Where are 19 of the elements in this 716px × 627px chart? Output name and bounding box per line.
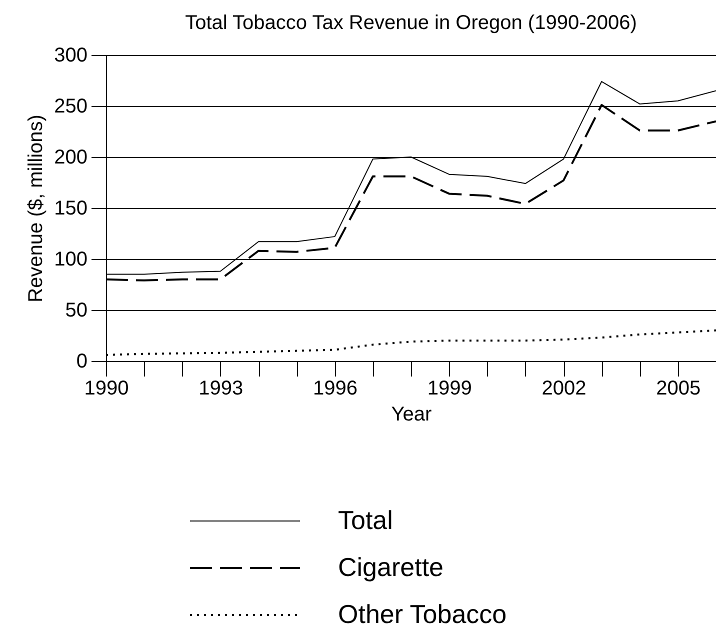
x-axis-title: Year bbox=[391, 404, 432, 426]
legend-label: Cigarette bbox=[338, 552, 444, 582]
x-tick-label: 1996 bbox=[313, 378, 358, 400]
legend-label: Total bbox=[338, 505, 393, 535]
y-tick-label: 100 bbox=[54, 248, 88, 270]
y-tick-label: 150 bbox=[54, 198, 88, 220]
x-tick-label: 2005 bbox=[656, 378, 701, 400]
x-tick-label: 1993 bbox=[198, 378, 244, 400]
y-tick-label: 250 bbox=[54, 96, 88, 118]
y-tick-label: 0 bbox=[76, 350, 88, 372]
x-tick-label: 1990 bbox=[84, 378, 129, 400]
x-tick-label: 1999 bbox=[427, 378, 472, 400]
legend-label: Other Tobacco bbox=[338, 599, 507, 627]
x-tick-label: 2002 bbox=[542, 378, 586, 400]
y-axis-title: Revenue ($, millions) bbox=[25, 114, 48, 302]
chart-title: Total Tobacco Tax Revenue in Oregon (1990-2006) bbox=[185, 12, 637, 34]
y-tick-label: 300 bbox=[54, 44, 88, 66]
y-tick-label: 200 bbox=[54, 146, 88, 168]
y-tick-label: 50 bbox=[65, 300, 88, 322]
